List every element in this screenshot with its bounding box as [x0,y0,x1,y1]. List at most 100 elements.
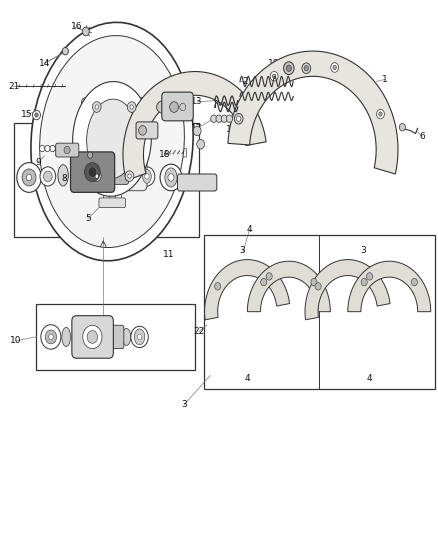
Circle shape [95,174,99,178]
FancyBboxPatch shape [177,174,217,191]
Ellipse shape [122,328,131,345]
Circle shape [286,65,291,71]
Circle shape [261,278,267,286]
Ellipse shape [40,36,184,247]
Ellipse shape [58,165,68,186]
Circle shape [32,110,40,120]
Circle shape [284,62,294,75]
Circle shape [131,326,148,348]
Ellipse shape [62,327,71,346]
Bar [204,235,435,389]
Ellipse shape [87,99,138,179]
Text: 10: 10 [10,336,22,345]
Circle shape [130,105,134,109]
Circle shape [88,167,97,177]
Circle shape [62,47,68,55]
Text: 16: 16 [71,22,83,31]
Polygon shape [157,100,169,114]
FancyBboxPatch shape [99,198,126,207]
Circle shape [304,66,308,71]
Circle shape [234,114,243,124]
Circle shape [221,115,227,123]
Circle shape [367,273,373,280]
Circle shape [226,115,233,123]
Circle shape [215,282,221,290]
Circle shape [138,334,142,340]
Circle shape [125,171,134,181]
Circle shape [22,169,36,186]
Bar [14,123,199,237]
FancyBboxPatch shape [56,143,79,157]
Circle shape [170,102,178,112]
Circle shape [193,126,201,136]
Ellipse shape [134,329,145,345]
Circle shape [160,164,182,191]
Ellipse shape [143,169,151,183]
Text: 19: 19 [268,59,279,68]
Circle shape [197,140,205,149]
Circle shape [82,27,89,36]
Text: 2: 2 [242,77,248,86]
Circle shape [55,146,60,152]
Circle shape [41,325,61,349]
Text: 8: 8 [61,174,67,183]
Circle shape [128,174,131,178]
Ellipse shape [165,168,177,187]
Text: 15: 15 [21,110,33,119]
Circle shape [26,174,32,181]
Circle shape [50,146,55,152]
Text: 13: 13 [191,97,203,106]
Text: 3: 3 [360,246,366,255]
Text: 7: 7 [100,318,106,327]
Circle shape [92,171,101,181]
Circle shape [270,71,278,81]
Text: 3: 3 [239,246,245,255]
Bar [35,304,195,370]
Text: 1: 1 [382,75,388,84]
Text: 18: 18 [159,150,170,159]
Circle shape [379,112,382,116]
Circle shape [64,147,70,154]
Text: 4: 4 [367,374,372,383]
FancyBboxPatch shape [81,98,147,191]
Text: 22: 22 [194,327,205,336]
Circle shape [139,126,147,135]
FancyBboxPatch shape [71,152,115,192]
Circle shape [315,282,321,290]
Text: 21: 21 [8,82,19,91]
Ellipse shape [73,82,152,196]
Circle shape [266,273,272,280]
Circle shape [139,167,155,186]
Text: 6: 6 [419,132,425,141]
Polygon shape [247,261,330,312]
Circle shape [40,167,56,186]
Circle shape [83,325,102,349]
Text: 20: 20 [298,59,310,68]
Ellipse shape [31,22,193,261]
Circle shape [333,66,336,70]
Polygon shape [305,260,390,320]
Polygon shape [123,71,266,181]
Circle shape [211,115,217,123]
Text: 17: 17 [191,124,203,133]
FancyBboxPatch shape [110,325,124,349]
FancyBboxPatch shape [136,122,158,139]
Circle shape [272,74,276,78]
Circle shape [92,102,101,112]
FancyBboxPatch shape [72,316,113,358]
Circle shape [88,152,93,158]
Circle shape [216,115,222,123]
Polygon shape [348,261,431,312]
FancyBboxPatch shape [162,92,193,121]
Circle shape [145,174,149,179]
Text: 12: 12 [226,125,238,134]
Circle shape [95,105,99,109]
Circle shape [45,146,50,152]
Circle shape [180,103,186,111]
Circle shape [399,124,406,131]
Circle shape [168,174,174,181]
Circle shape [43,171,52,182]
Text: 14: 14 [39,59,50,68]
Circle shape [49,334,53,340]
Circle shape [237,116,241,122]
